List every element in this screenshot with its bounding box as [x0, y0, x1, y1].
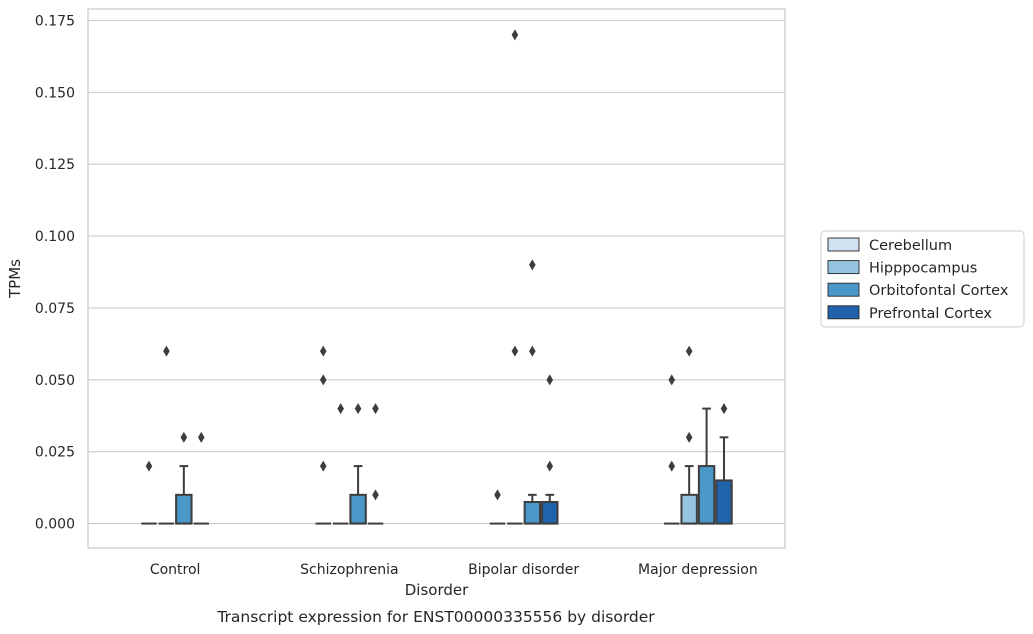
box-prefrontal-cortex [715, 403, 733, 525]
box-body [680, 493, 698, 525]
box-orbitofontal-cortex [349, 403, 367, 525]
y-tick-label: 0.075 [35, 301, 75, 317]
box-cerebellum [489, 489, 506, 525]
outlier-point [529, 259, 536, 271]
outlier-point [511, 345, 519, 357]
box-body [541, 501, 559, 525]
x-tick-label: Control [150, 562, 201, 578]
y-tick-label: 0.175 [35, 13, 75, 29]
legend-label: Cerebellum [869, 238, 952, 254]
box-prefrontal-cortex [541, 374, 559, 525]
legend-frame [820, 230, 1025, 328]
outlier-point [668, 460, 676, 472]
legend-label: Hipppocampus [869, 261, 977, 277]
outlier-point [145, 460, 153, 472]
legend-swatch [827, 282, 860, 297]
plot-frame [87, 8, 786, 549]
box-orbitofontal-cortex [697, 407, 716, 525]
outlier-point [319, 345, 327, 357]
x-tick-label: Major depression [638, 562, 758, 578]
box-cerebellum [664, 374, 680, 525]
outlier-point [529, 345, 536, 357]
y-tick-label: 0.125 [35, 157, 75, 173]
outlier-point [668, 374, 676, 386]
y-tick-label: 0.025 [35, 445, 75, 461]
outlier-point [337, 403, 344, 415]
box-cerebellum [315, 345, 331, 525]
box-hipppocampus [158, 345, 175, 525]
x-tick-label: Schizophrenia [300, 562, 398, 578]
outlier-point [546, 374, 554, 386]
outlier-point [685, 345, 693, 357]
box-hipppocampus [332, 403, 349, 525]
y-tick-label: 0.100 [35, 229, 75, 245]
legend-swatch [827, 305, 860, 320]
legend-swatch [827, 260, 860, 275]
outlier-point [163, 345, 170, 357]
chart-caption: Transcript expression for ENST0000033555… [216, 608, 655, 626]
box-cerebellum [141, 460, 157, 525]
legend: Cerebellum Hipppocampus Orbitofontal Corte… [820, 230, 1025, 328]
outlier-point [546, 460, 554, 472]
legend-label: Orbitofontal Cortex [869, 283, 1009, 299]
outlier-point [319, 374, 327, 386]
outlier-point [319, 460, 327, 472]
box-prefrontal-cortex [367, 403, 384, 525]
outlier-point [197, 431, 205, 443]
outlier-point [372, 489, 379, 501]
box-hipppocampus [507, 29, 523, 525]
outlier-point [511, 29, 519, 41]
box-orbitofontal-cortex [175, 431, 193, 525]
outlier-point [720, 403, 728, 415]
outlier-point [180, 431, 188, 443]
y-tick-label: 0.050 [35, 373, 75, 389]
box-plot-series [141, 29, 733, 525]
legend-swatch [827, 237, 860, 252]
outlier-point [494, 489, 501, 501]
x-axis-ticks: Control Schizophrenia Bipolar disorder Majo… [150, 562, 758, 578]
box-prefrontal-cortex [193, 431, 209, 525]
y-axis-ticks: 0.000 0.025 0.050 0.075 0.100 0.125 0.150 0.175 [35, 13, 75, 532]
y-tick-label: 0.150 [35, 85, 75, 101]
y-tick-label: 0.000 [35, 517, 75, 533]
outlier-point [354, 403, 362, 415]
x-tick-label: Bipolar disorder [468, 562, 579, 578]
outlier-point [372, 403, 379, 415]
x-axis-label: Disorder [405, 581, 469, 599]
box-body [523, 501, 542, 525]
box-body [715, 479, 733, 525]
outlier-point [685, 431, 693, 443]
box-orbitofontal-cortex [523, 259, 542, 525]
gridlines [88, 19, 785, 525]
box-body [349, 493, 367, 525]
y-axis-label: TPMs [6, 259, 24, 299]
box-body [697, 465, 716, 525]
legend-label: Prefrontal Cortex [869, 306, 992, 322]
box-body [175, 493, 193, 525]
box-hipppocampus [680, 345, 698, 525]
